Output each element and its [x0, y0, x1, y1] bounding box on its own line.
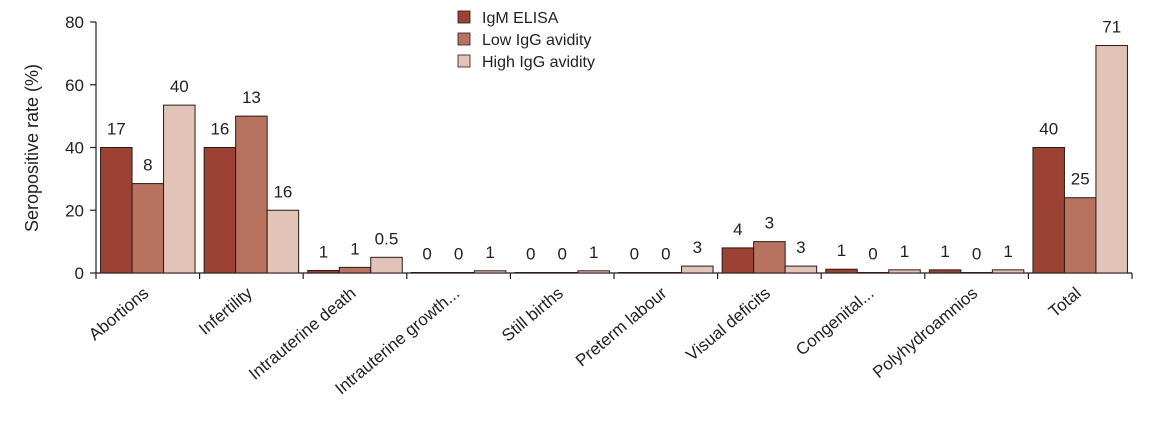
bar-1-6 — [753, 241, 786, 274]
bar-0-5 — [618, 272, 651, 274]
legend-label-0: IgM ELISA — [482, 10, 559, 27]
legend: IgM ELISA Low IgG avidity High IgG avidity — [457, 10, 595, 71]
data-label-2-9: 71 — [1102, 18, 1121, 37]
data-label-0-0: 17 — [107, 120, 126, 139]
bar-2-9 — [1095, 45, 1128, 274]
data-label-1-7: 0 — [868, 245, 877, 264]
y-tick-label: 0 — [75, 264, 84, 283]
bar-1-1 — [235, 115, 268, 274]
data-label-1-9: 25 — [1071, 170, 1090, 189]
data-label-2-1: 16 — [273, 182, 292, 201]
data-label-1-2: 1 — [350, 239, 359, 258]
data-label-0-5: 0 — [630, 245, 639, 264]
legend-label-1: Low IgG avidity — [482, 32, 591, 49]
bar-2-4 — [577, 270, 610, 274]
x-tick-label: Preterm labour — [572, 283, 671, 370]
data-label-2-3: 1 — [485, 243, 494, 262]
bar-1-5 — [649, 272, 683, 274]
x-tick-label: Congenital... — [792, 284, 877, 360]
legend-swatch-1 — [457, 32, 471, 46]
legend-swatch-0 — [457, 10, 471, 24]
data-label-2-5: 3 — [693, 238, 702, 257]
bar-2-3 — [473, 270, 507, 274]
bar-0-8 — [928, 269, 962, 274]
x-tick-label: Visual deficits — [682, 284, 774, 365]
bar-2-0 — [163, 104, 196, 274]
data-label-1-3: 0 — [454, 245, 463, 264]
data-label-1-1: 13 — [242, 88, 261, 107]
bar-2-1 — [266, 209, 300, 274]
x-tick-label: Abortions — [85, 284, 152, 345]
bar-0-0 — [100, 147, 133, 274]
bar-2-5 — [681, 265, 714, 274]
data-label-0-6: 4 — [733, 220, 742, 239]
bar-2-6 — [784, 265, 818, 274]
data-label-0-7: 1 — [837, 241, 846, 260]
bar-0-1 — [203, 147, 237, 274]
data-label-2-0: 40 — [170, 77, 189, 96]
y-tick-label: 20 — [65, 201, 84, 220]
bar-2-7 — [888, 269, 921, 274]
data-label-1-8: 0 — [972, 245, 981, 264]
y-tick-label: 40 — [65, 139, 84, 158]
data-label-1-0: 8 — [143, 156, 152, 175]
bar-2-2 — [370, 256, 403, 274]
data-label-2-4: 1 — [589, 243, 598, 262]
bar-1-3 — [442, 272, 475, 274]
legend-swatch-2 — [457, 54, 471, 68]
bar-0-4 — [514, 272, 547, 274]
data-label-0-1: 16 — [210, 120, 229, 139]
bar-0-9 — [1032, 147, 1065, 274]
bar-0-6 — [721, 247, 755, 274]
bar-0-3 — [410, 272, 444, 274]
data-label-0-9: 40 — [1039, 120, 1058, 139]
bar-1-7 — [856, 272, 890, 274]
data-label-2-7: 1 — [900, 242, 909, 261]
data-label-2-8: 1 — [1003, 242, 1012, 261]
bar-1-0 — [131, 183, 165, 274]
data-label-1-6: 3 — [765, 214, 774, 233]
bar-1-8 — [960, 272, 993, 274]
y-tick-label: 80 — [65, 13, 84, 32]
data-label-2-2: 0.5 — [375, 229, 399, 248]
x-tick-label: Still births — [498, 284, 567, 346]
bar-2-8 — [991, 269, 1025, 274]
data-label-0-8: 1 — [940, 242, 949, 261]
data-label-2-6: 3 — [796, 238, 805, 257]
bar-0-7 — [825, 268, 858, 274]
y-axis-title: Seropositive rate (%) — [22, 64, 42, 232]
data-label-1-4: 0 — [557, 245, 566, 264]
y-tick-label: 60 — [65, 76, 84, 95]
data-label-0-4: 0 — [526, 245, 535, 264]
x-tick-label: Total — [1045, 284, 1085, 322]
data-label-0-2: 1 — [319, 242, 328, 261]
bar-1-2 — [338, 266, 372, 274]
data-label-0-3: 0 — [422, 245, 431, 264]
bars — [100, 45, 1128, 274]
x-tick-label: Infertility — [195, 283, 256, 339]
x-tick-label: Intrauterine death — [245, 284, 359, 384]
x-tick-label: Polyhydroamnios — [869, 284, 981, 382]
data-label-1-5: 0 — [661, 245, 670, 264]
bar-1-9 — [1063, 197, 1097, 274]
legend-label-2: High IgG avidity — [482, 54, 595, 71]
bar-0-2 — [307, 269, 340, 274]
bar-1-4 — [545, 272, 579, 274]
